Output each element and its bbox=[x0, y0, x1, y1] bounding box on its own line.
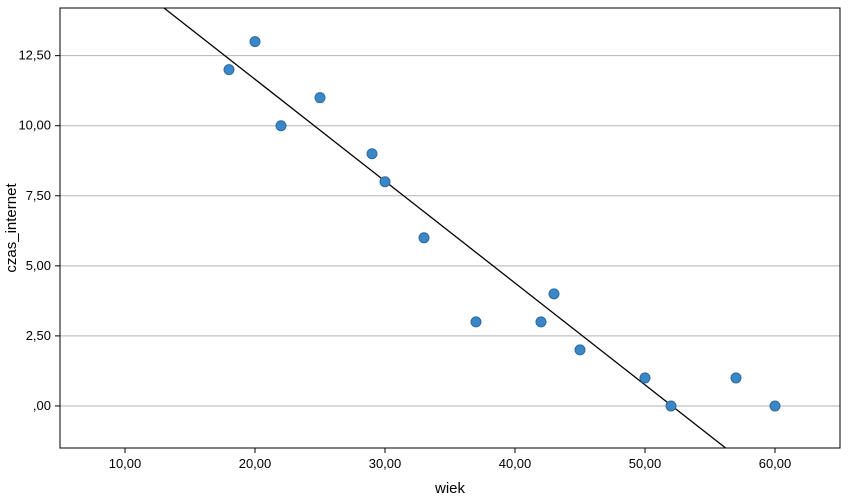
y-tick-label: 12,50 bbox=[18, 48, 51, 63]
data-point bbox=[250, 37, 260, 47]
data-point bbox=[315, 93, 325, 103]
data-point bbox=[575, 345, 585, 355]
data-point bbox=[276, 121, 286, 131]
y-tick-label: ,00 bbox=[33, 398, 51, 413]
y-axis-label: czas_internet bbox=[3, 183, 20, 273]
data-point bbox=[640, 373, 650, 383]
data-point bbox=[549, 289, 559, 299]
x-tick-label: 50,00 bbox=[629, 456, 662, 471]
x-tick-label: 30,00 bbox=[369, 456, 402, 471]
x-tick-label: 10,00 bbox=[109, 456, 142, 471]
x-tick-label: 40,00 bbox=[499, 456, 532, 471]
data-point bbox=[770, 401, 780, 411]
scatter-chart: 10,00 20,00 30,00 40,00 50,00 60,00 ,00 2,50 5,0… bbox=[0, 0, 853, 503]
y-tick-label: 7,50 bbox=[26, 188, 51, 203]
data-point bbox=[731, 373, 741, 383]
x-axis-label: wiek bbox=[434, 480, 466, 497]
x-tick-label: 20,00 bbox=[239, 456, 272, 471]
y-tick-label: 2,50 bbox=[26, 328, 51, 343]
y-tick-label: 5,00 bbox=[26, 258, 51, 273]
data-point bbox=[471, 317, 481, 327]
data-point bbox=[224, 65, 234, 75]
data-point bbox=[536, 317, 546, 327]
chart-svg: 10,00 20,00 30,00 40,00 50,00 60,00 ,00 2,50 5,0… bbox=[0, 0, 853, 503]
data-point bbox=[380, 177, 390, 187]
data-point bbox=[666, 401, 676, 411]
data-point bbox=[419, 233, 429, 243]
data-point bbox=[367, 149, 377, 159]
y-tick-label: 10,00 bbox=[18, 118, 51, 133]
x-tick-label: 60,00 bbox=[759, 456, 792, 471]
